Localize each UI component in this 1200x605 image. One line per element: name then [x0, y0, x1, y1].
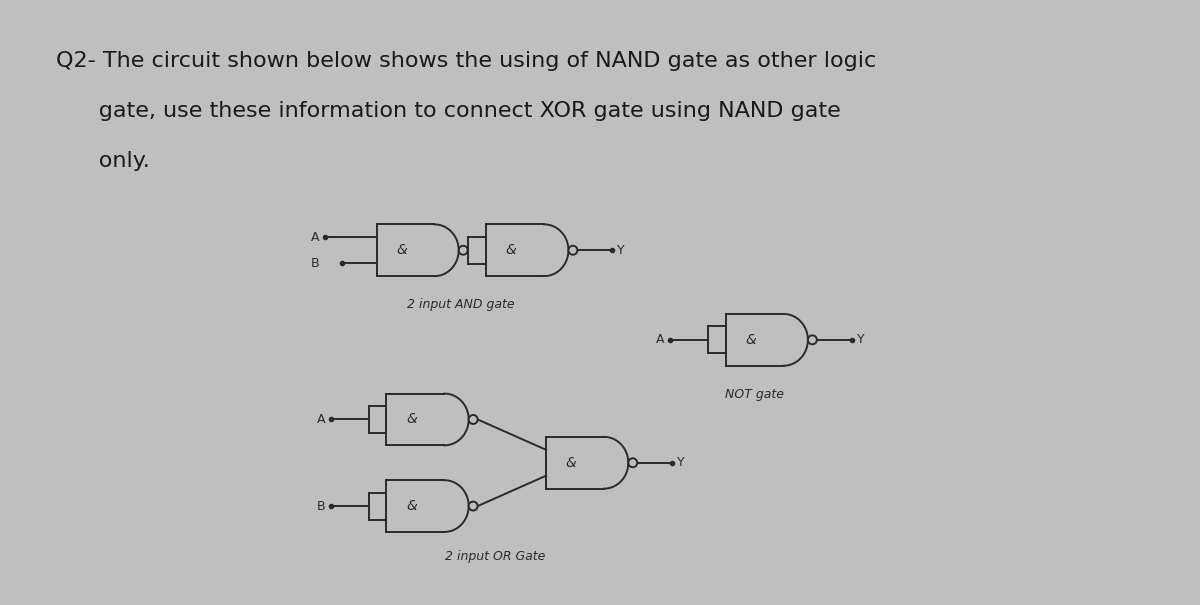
Circle shape	[808, 335, 817, 344]
Text: 2 input AND gate: 2 input AND gate	[407, 298, 514, 311]
Circle shape	[458, 246, 468, 255]
Text: &: &	[406, 413, 416, 427]
Text: 2 input OR Gate: 2 input OR Gate	[445, 550, 546, 563]
Text: B: B	[317, 500, 325, 512]
Text: Y: Y	[677, 456, 685, 469]
Text: &: &	[745, 333, 756, 347]
Text: Y: Y	[617, 244, 625, 257]
Text: NOT gate: NOT gate	[725, 388, 784, 401]
Circle shape	[629, 458, 637, 467]
Text: B: B	[311, 257, 319, 270]
Text: A: A	[656, 333, 665, 346]
Text: &: &	[396, 243, 407, 257]
Text: Q2- The circuit shown below shows the using of NAND gate as other logic: Q2- The circuit shown below shows the us…	[56, 51, 876, 71]
Text: A: A	[311, 231, 319, 244]
Circle shape	[569, 246, 577, 255]
Text: A: A	[317, 413, 325, 426]
Text: gate, use these information to connect XOR gate using NAND gate: gate, use these information to connect X…	[56, 101, 841, 121]
Text: only.: only.	[56, 151, 150, 171]
Circle shape	[469, 502, 478, 511]
Text: &: &	[505, 243, 517, 257]
Circle shape	[469, 415, 478, 424]
Text: &: &	[406, 499, 416, 513]
Text: &: &	[565, 456, 576, 469]
Text: Y: Y	[857, 333, 864, 346]
